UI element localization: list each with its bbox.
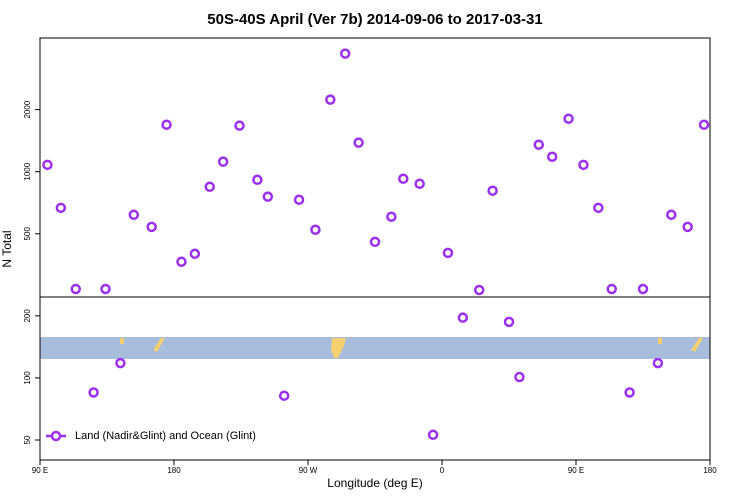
point bbox=[189, 248, 201, 260]
point bbox=[161, 119, 172, 130]
x-tick-label: 180 bbox=[167, 466, 181, 475]
point bbox=[55, 202, 67, 214]
map-band bbox=[40, 337, 710, 359]
point bbox=[293, 194, 305, 206]
point bbox=[606, 283, 617, 295]
point bbox=[42, 159, 53, 171]
point bbox=[386, 211, 397, 222]
point bbox=[503, 316, 515, 328]
point bbox=[427, 429, 439, 441]
point bbox=[128, 209, 140, 221]
point bbox=[473, 284, 485, 296]
point bbox=[442, 247, 454, 259]
y-tick-label: 100 bbox=[23, 371, 32, 385]
point bbox=[624, 387, 635, 398]
y-tick-label: 2000 bbox=[23, 100, 32, 118]
point bbox=[698, 119, 710, 130]
point bbox=[578, 159, 589, 171]
point bbox=[252, 174, 263, 186]
x-tick-label: 90 W bbox=[299, 466, 318, 475]
y-tick-label: 500 bbox=[23, 227, 32, 241]
point bbox=[325, 94, 336, 105]
point bbox=[146, 221, 157, 233]
point bbox=[234, 120, 245, 131]
legend-marker bbox=[50, 430, 62, 442]
x-tick-label: 90 E bbox=[32, 466, 48, 475]
point bbox=[593, 202, 604, 214]
x-tick-label: 0 bbox=[440, 466, 445, 475]
point bbox=[414, 178, 425, 190]
y-tick-label: 200 bbox=[23, 309, 32, 323]
point bbox=[353, 137, 364, 148]
point bbox=[176, 256, 187, 267]
point bbox=[533, 139, 545, 150]
x-tick-label: 90 E bbox=[568, 466, 584, 475]
point bbox=[88, 387, 99, 398]
point bbox=[546, 151, 558, 162]
plot-frame bbox=[39, 37, 711, 461]
point bbox=[310, 224, 321, 236]
point bbox=[652, 357, 664, 369]
point bbox=[637, 283, 649, 295]
point bbox=[666, 209, 677, 221]
y-tick-label: 50 bbox=[23, 435, 32, 444]
point bbox=[514, 371, 525, 383]
ocean-band bbox=[40, 337, 710, 359]
chart-title: 50S-40S April (Ver 7b) 2014-09-06 to 201… bbox=[207, 11, 542, 28]
point bbox=[369, 236, 381, 248]
legend-label: Land (Nadir&Glint) and Ocean (Glint) bbox=[75, 430, 256, 442]
point bbox=[339, 48, 351, 59]
y-tick-label: 1000 bbox=[23, 162, 32, 180]
point bbox=[217, 156, 229, 167]
point bbox=[563, 113, 574, 124]
point bbox=[262, 191, 274, 202]
point bbox=[398, 173, 409, 184]
point bbox=[204, 181, 215, 193]
point bbox=[682, 221, 693, 233]
point bbox=[487, 185, 498, 196]
point bbox=[457, 312, 469, 323]
point bbox=[115, 357, 126, 369]
point bbox=[70, 283, 81, 295]
point bbox=[100, 283, 111, 295]
x-axis-label: Longitude (deg E) bbox=[327, 476, 422, 490]
point bbox=[278, 390, 290, 401]
y-axis-label: N Total bbox=[0, 230, 14, 267]
x-tick-label: 180 bbox=[703, 466, 717, 475]
